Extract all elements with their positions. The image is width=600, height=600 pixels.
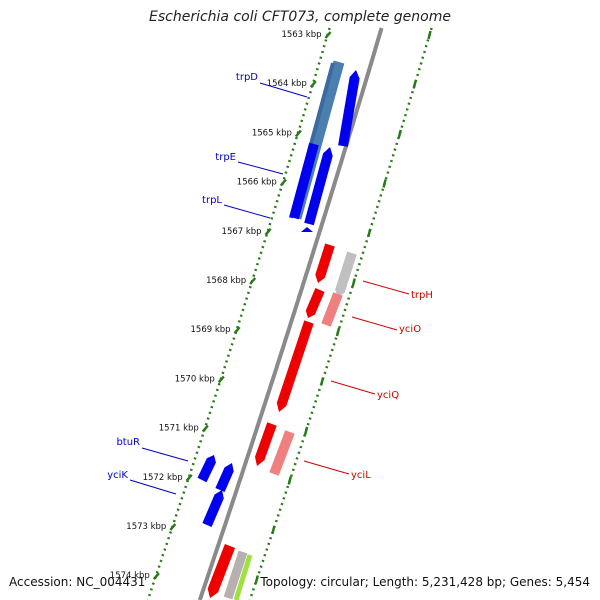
map-title: Escherichia coli CFT073, complete genome: [149, 9, 451, 25]
outer-ring-dash: [254, 575, 259, 584]
green-bar-bottom[interactable]: [233, 554, 253, 600]
outer-ring-dash: [412, 80, 417, 89]
tick-label: 1564 kbp: [267, 79, 307, 89]
tick-label: 1574 kbp: [110, 571, 150, 581]
gene-label-yciK[interactable]: yciK: [107, 470, 128, 481]
outer-ring-dash: [382, 179, 387, 188]
grey-bar-bottom[interactable]: [223, 550, 248, 600]
tick-label: 1570 kbp: [175, 374, 215, 384]
trpE-arrow[interactable]: [304, 147, 333, 226]
tick-label: 1571 kbp: [159, 424, 199, 434]
gene-leader-yciQ: [330, 380, 376, 395]
topology-text: Topology: circular; Length: 5,231,428 bp…: [260, 575, 590, 589]
gene-leader-trpE: [237, 161, 284, 175]
red-arrow-bottom[interactable]: [207, 544, 236, 598]
outer-ring-dash: [271, 525, 276, 535]
outer-ring-dash: [303, 426, 309, 436]
yciO-shaded[interactable]: [321, 292, 343, 327]
tick-label: 1567 kbp: [222, 227, 262, 237]
outer-ring-dash: [397, 129, 402, 139]
accession-text: Accession: NC_004431: [9, 575, 146, 589]
trpD-arrow[interactable]: [338, 70, 360, 147]
outer-ring-dash: [335, 327, 341, 337]
gene-leader-btuR: [141, 447, 189, 462]
btuR-arrow-2[interactable]: [215, 463, 234, 492]
tick-label: 1565 kbp: [252, 128, 292, 138]
tick-label: 1566 kbp: [237, 178, 277, 188]
red-arrow-2[interactable]: [305, 288, 325, 318]
tick-label: 1563 kbp: [281, 30, 321, 40]
outer-ring-dash: [427, 30, 432, 40]
outer-ring-dash: [287, 476, 292, 485]
gene-label-trpD[interactable]: trpD: [236, 72, 258, 83]
yciQ-arrow[interactable]: [276, 320, 314, 412]
gene-leader-trpH: [362, 280, 410, 295]
inner-dotted-ring: [146, 27, 331, 600]
trpL-arrow[interactable]: [301, 227, 313, 232]
btuR-arrow[interactable]: [197, 455, 216, 483]
gene-label-btuR[interactable]: btuR: [116, 437, 140, 448]
tick-mark: [185, 473, 193, 482]
tick-label: 1568 kbp: [206, 276, 246, 286]
tick-label: 1572 kbp: [143, 473, 183, 483]
gene-leader-trpD: [259, 82, 308, 98]
gene-leader-trpL: [223, 204, 271, 219]
trpH-shaded[interactable]: [335, 251, 357, 298]
tick-label: 1569 kbp: [191, 325, 231, 335]
outer-ring-dash: [351, 278, 356, 287]
outer-dotted-ring: [248, 27, 433, 600]
gene-leader-yciK: [129, 479, 177, 495]
gene-label-trpL[interactable]: trpL: [202, 195, 222, 206]
tick-label: 1573 kbp: [126, 522, 166, 532]
gene-label-trpH[interactable]: trpH: [411, 290, 433, 301]
gene-leader-yciO: [351, 316, 398, 331]
gene-label-yciL[interactable]: yciL: [351, 470, 371, 481]
gene-label-yciO[interactable]: yciO: [399, 324, 421, 335]
genome-backbone: [197, 27, 384, 600]
yciK-arrow[interactable]: [202, 490, 224, 527]
trpE-bar[interactable]: [289, 142, 319, 220]
outer-ring-dash: [367, 228, 372, 238]
gene-label-yciQ[interactable]: yciQ: [377, 390, 399, 401]
gene-leader-yciL: [303, 460, 350, 475]
gene-label-trpE[interactable]: trpE: [215, 152, 236, 163]
outer-ring-dash: [319, 377, 325, 386]
tick-mark: [264, 227, 272, 236]
yciL-shaded[interactable]: [269, 430, 295, 476]
trpH-arrow[interactable]: [315, 243, 335, 284]
yciL-arrow[interactable]: [255, 422, 277, 466]
